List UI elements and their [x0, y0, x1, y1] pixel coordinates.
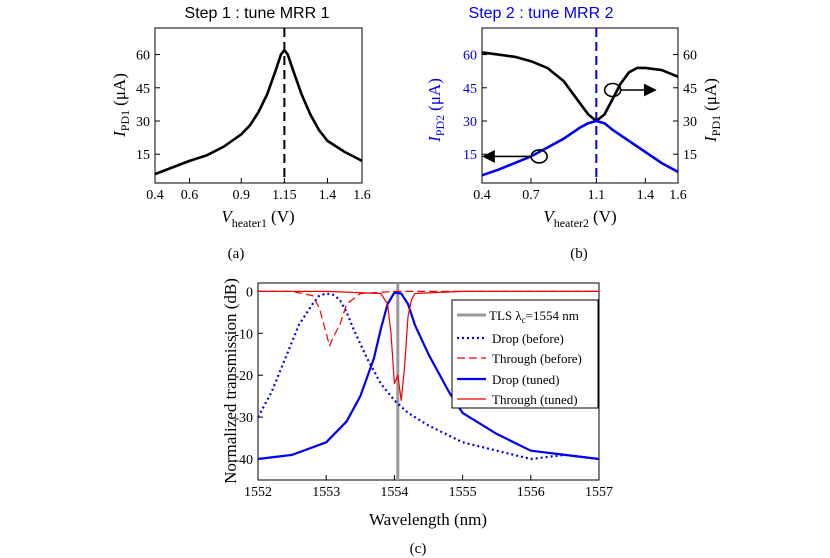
- panel-a-xlabel-unit: (V): [271, 207, 295, 226]
- panel-b-title: Step 2 : tune MRR 2: [469, 5, 614, 22]
- legend-box: [451, 299, 599, 409]
- panel-b-xlabel-unit: (V): [593, 207, 617, 226]
- panel-a-ylabel: IPD1 (μA): [110, 73, 132, 138]
- panel-b-ytick-right-label: 30: [683, 115, 697, 130]
- panel-b-caption: (b): [570, 246, 588, 262]
- panel-b-ylabel-right-main: I: [701, 135, 720, 143]
- panel-c-xtick-label: 1557: [585, 485, 613, 500]
- panel-c-xtick-label: 1552: [244, 485, 272, 500]
- legend-label-tls: TLS λc=1554 nm: [489, 308, 579, 325]
- panel-c-ytick-label: -30: [234, 411, 253, 426]
- panel-c-xtick-label: 1553: [312, 485, 340, 500]
- panel-b-ytick-right-label: 15: [683, 148, 697, 163]
- panel-c-xtick-label: 1556: [517, 485, 545, 500]
- panel-a-frame: [154, 27, 363, 184]
- panel-a-xtick-label: 0.6: [181, 188, 199, 203]
- panel-b-ylabel-left-sub: PD2: [433, 115, 447, 136]
- panel-b-series-pd1: [481, 51, 679, 123]
- panel-b-plot: 0.4 0.7 1.1 1.4 1.6 15 15 30 30 45 45 60 60: [463, 27, 697, 203]
- legend-label-drop-tuned: Drop (tuned): [492, 372, 560, 387]
- panel-a-xlabel-main: V: [221, 207, 234, 226]
- panel-b: Step 2 : tune MRR 2 0.4 0.7 1.1 1.4 1.6 15 15 3…: [425, 5, 723, 262]
- panel-b-xtick-label: 1.6: [669, 188, 687, 203]
- panel-b-ytick-left-label: 60: [463, 49, 477, 64]
- panel-c-series-2: [257, 291, 600, 461]
- panel-b-xlabel: Vheater2 (V): [543, 207, 616, 230]
- panel-a: Step 1 : tune MRR 1 0.4 0.6 0.9 1.15 1.4 1.6 1…: [110, 5, 371, 262]
- panel-c-ytick-label: 0: [246, 285, 253, 300]
- panel-b-frame: [481, 27, 679, 184]
- panel-a-xtick-label: 0.4: [146, 188, 164, 203]
- panel-b-ylabel-right-unit: (μA): [701, 78, 720, 111]
- panel-a-series-line: [154, 48, 363, 176]
- panel-c-xtick-label: 1555: [449, 485, 477, 500]
- panel-a-plot: 0.4 0.6 0.9 1.15 1.4 1.6 15 30 45 60: [136, 27, 371, 203]
- panel-b-xlabel-sub: heater2: [554, 216, 589, 230]
- panel-c-series-0: [257, 292, 600, 461]
- panel-b-ylabel-left-unit: (μA): [425, 78, 444, 111]
- panel-a-ylabel-sub: PD1: [118, 110, 132, 131]
- panel-b-ytick-left-label: 30: [463, 115, 477, 130]
- legend-tls-rest: =1554 nm: [526, 308, 579, 323]
- panel-c-series-1: [258, 290, 599, 347]
- panel-c-ytick-label: -40: [234, 453, 253, 468]
- panel-c-xtick-label: 1554: [380, 485, 408, 500]
- panel-c: 1552 1553 1554 1555 1556 1557 0 -10 -20 -30 -40 No…: [221, 278, 613, 557]
- panel-a-xtick-label: 1.15: [272, 188, 297, 203]
- panel-c-frame: [257, 282, 600, 481]
- panel-a-xlabel-sub: heater1: [232, 216, 267, 230]
- legend-label-through-before: Through (before): [492, 351, 582, 366]
- panel-c-xlabel: Wavelength (nm): [369, 510, 487, 529]
- panel-c-plot: 1552 1553 1554 1555 1556 1557 0 -10 -20 -30 -40: [234, 282, 613, 500]
- panel-b-ylabel-right-sub: PD1: [709, 115, 723, 136]
- panel-b-ytick-right-label: 45: [683, 82, 697, 97]
- panel-b-ylabel-left: IPD2 (μA): [425, 78, 447, 143]
- panel-a-ylabel-main: I: [110, 130, 129, 138]
- panel-a-title: Step 1 : tune MRR 1: [185, 5, 330, 22]
- panel-c-caption: (c): [410, 541, 427, 557]
- panel-b-ytick-left-label: 15: [463, 148, 477, 163]
- panel-a-ytick-label: 15: [136, 148, 150, 163]
- panel-a-ytick-label: 30: [136, 115, 150, 130]
- panel-b-xtick-label: 0.7: [522, 188, 540, 203]
- panel-b-series-pd2: [481, 119, 679, 177]
- legend-tls-text: TLS λ: [489, 308, 522, 323]
- panel-b-xtick-label: 0.4: [473, 188, 491, 203]
- legend-tls-sub: c: [522, 315, 526, 325]
- panel-c-legend: TLS λc=1554 nm Drop (before) Through (be…: [451, 299, 599, 409]
- panel-c-series-3: [258, 290, 599, 401]
- panel-c-ylabel: Normalized transmission (dB): [221, 278, 240, 484]
- panel-a-xtick-label: 0.9: [233, 188, 251, 203]
- panel-a-xtick-label: 1.4: [319, 188, 337, 203]
- panel-c-ytick-label: -20: [234, 369, 253, 384]
- panel-a-ylabel-unit: (μA): [110, 73, 129, 106]
- panel-b-ytick-left-label: 45: [463, 82, 477, 97]
- panel-b-xtick-label: 1.1: [588, 188, 606, 203]
- panel-a-xlabel: Vheater1 (V): [221, 207, 294, 230]
- panel-a-ytick-label: 45: [136, 82, 150, 97]
- panel-b-xtick-label: 1.4: [637, 188, 655, 203]
- legend-label-drop-before: Drop (before): [492, 331, 564, 346]
- panel-b-xlabel-main: V: [543, 207, 556, 226]
- legend-label-through-tuned: Through (tuned): [492, 392, 578, 407]
- panel-b-ylabel-left-main: I: [425, 135, 444, 143]
- panel-b-ylabel-right: IPD1 (μA): [701, 78, 723, 143]
- panel-a-ytick-label: 60: [136, 49, 150, 64]
- panel-b-ytick-right-label: 60: [683, 49, 697, 64]
- panel-c-ytick-label: -10: [234, 327, 253, 342]
- panel-a-xtick-label: 1.6: [353, 188, 371, 203]
- panel-a-caption: (a): [228, 246, 245, 262]
